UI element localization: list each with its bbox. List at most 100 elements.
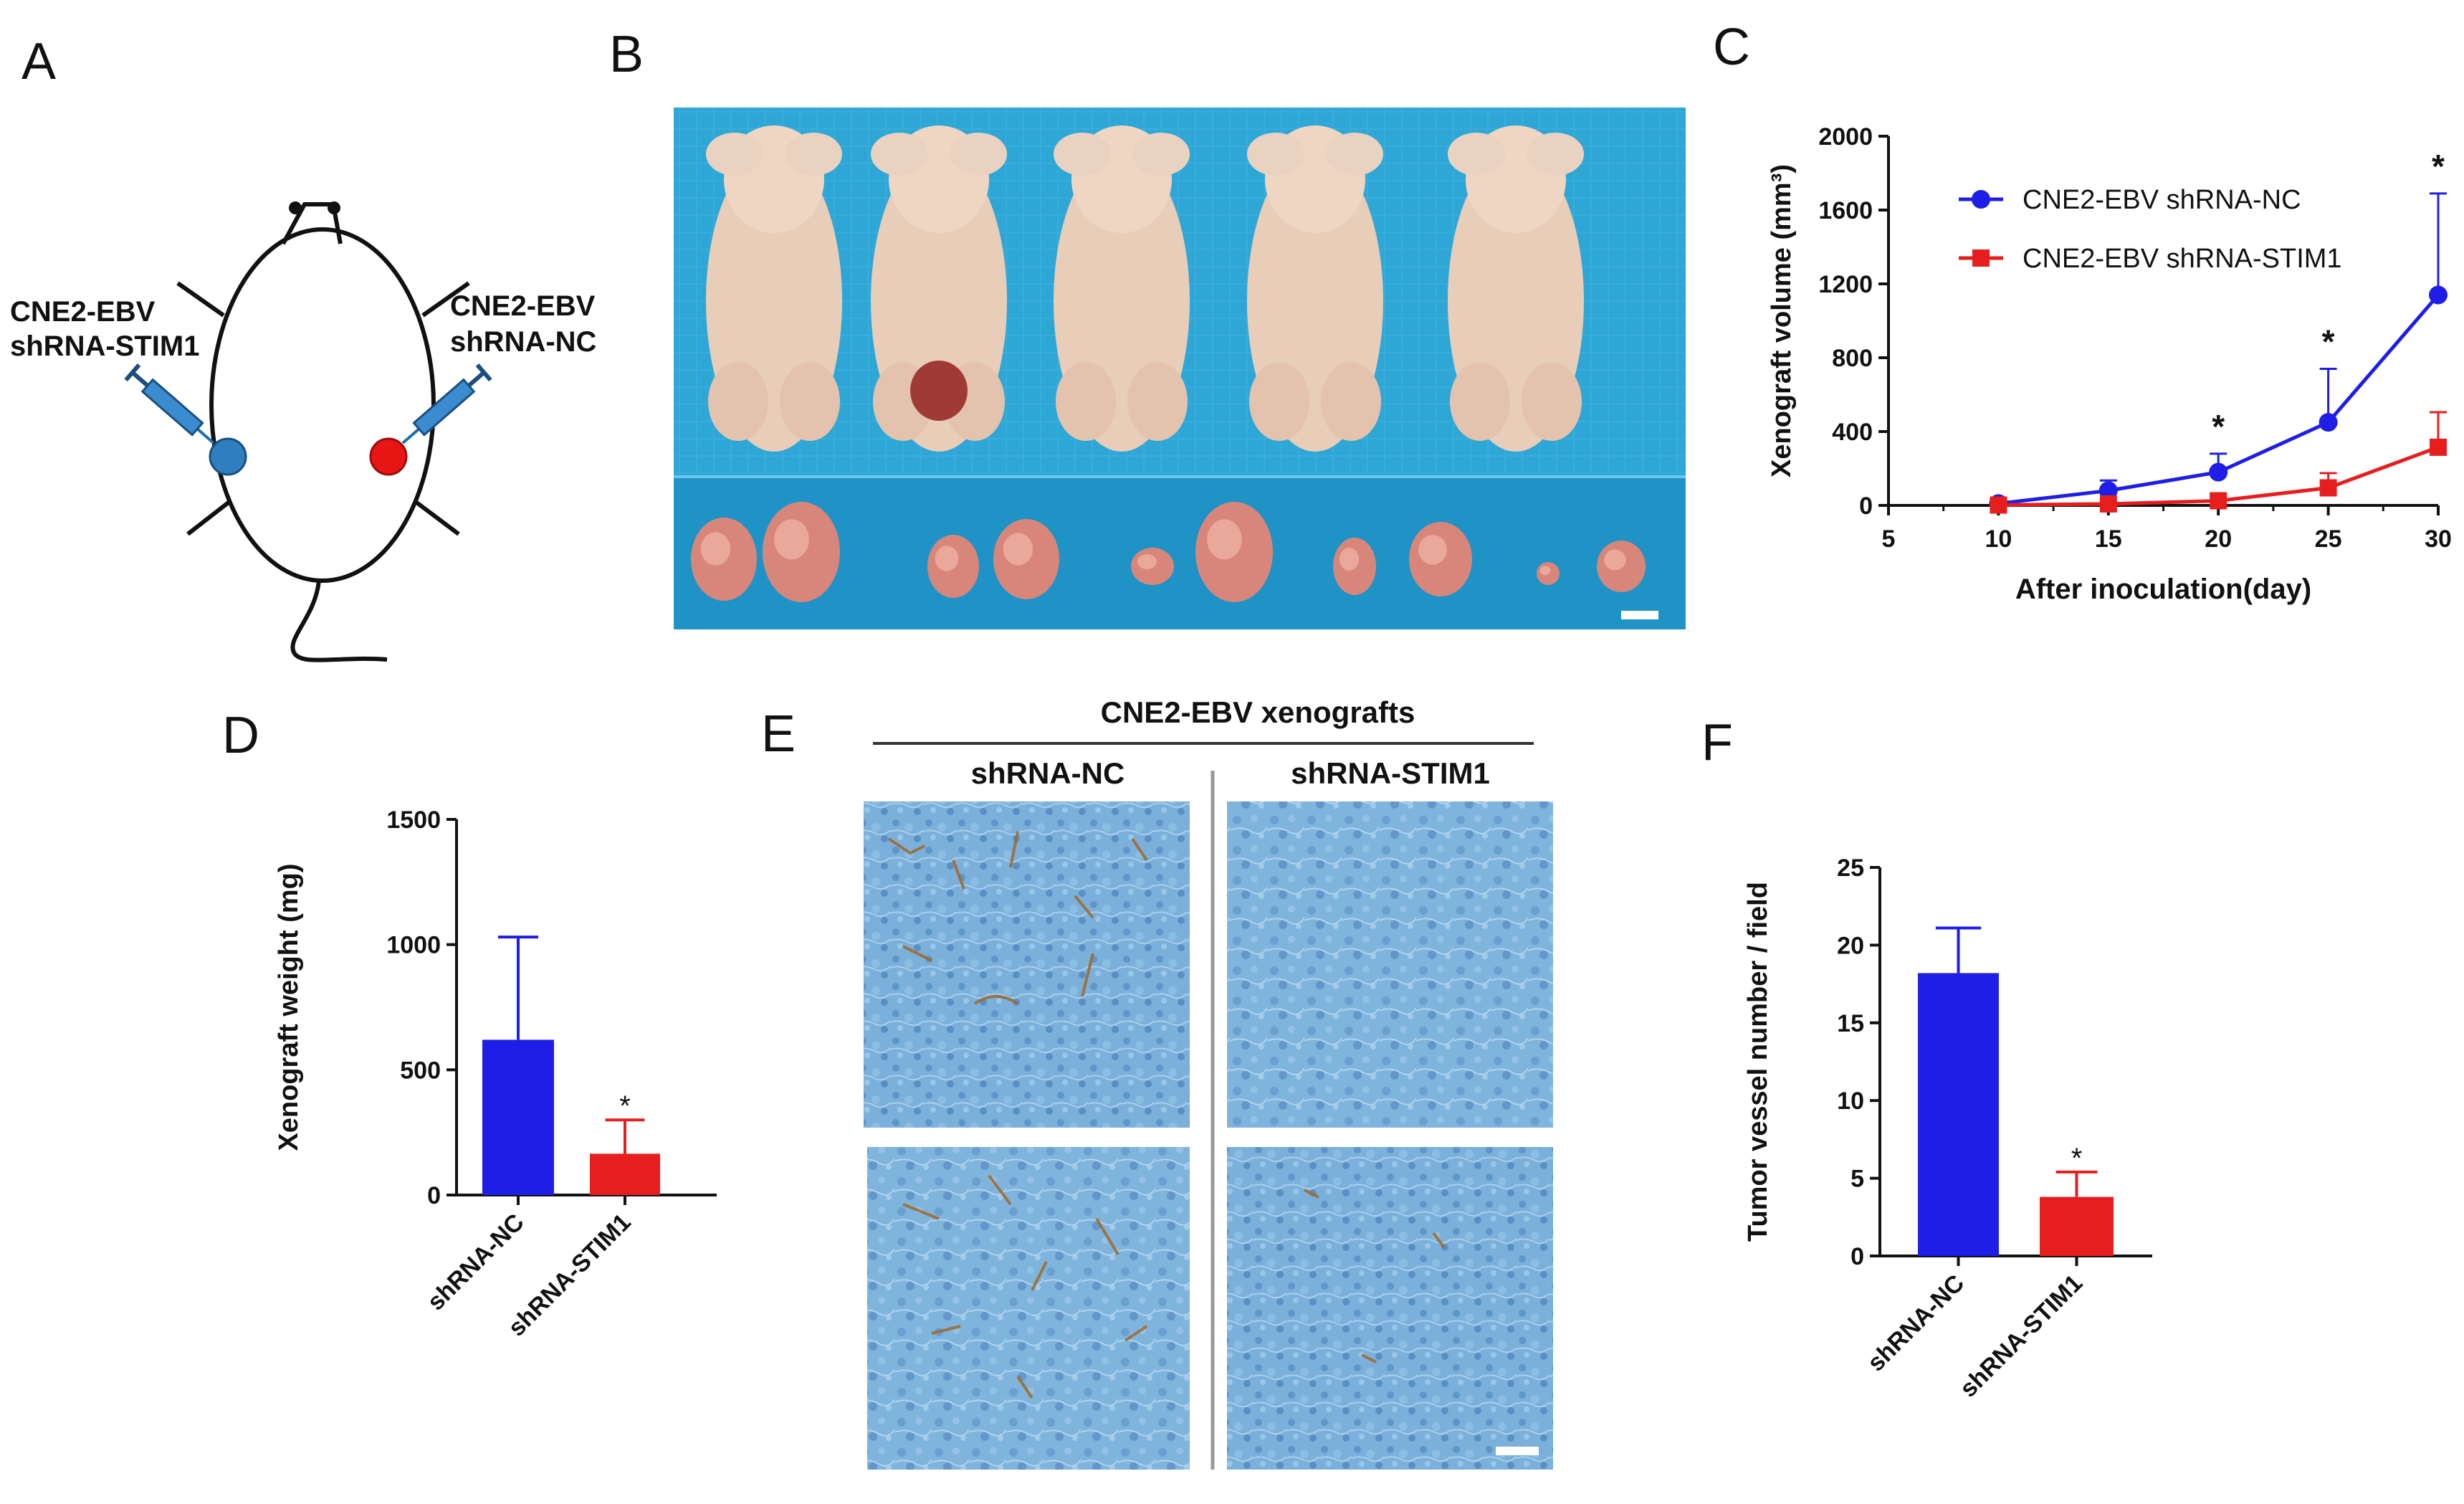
x-tick-label: 30: [2425, 525, 2452, 553]
y-tick-label: 10: [1837, 1087, 1864, 1115]
data-point: [2210, 492, 2227, 510]
tumor-10: [1597, 541, 1646, 592]
data-point: [2429, 285, 2448, 305]
x-tick-label: 10: [1985, 525, 2012, 553]
x-tick-label: shRNA-NC: [1862, 1270, 1969, 1377]
x-tick-label: 15: [2095, 525, 2122, 553]
x-tick-label: 25: [2315, 525, 2342, 553]
mouse-5: [1448, 125, 1584, 452]
y-tick-label: 1600: [1818, 197, 1873, 224]
data-point: [2430, 438, 2447, 456]
tumor-7: [1333, 538, 1376, 595]
mice-row: [706, 125, 1584, 452]
y-tick-label: 1500: [386, 806, 441, 834]
scale-bar: [1621, 611, 1658, 619]
y-tick-label: 800: [1832, 345, 1873, 372]
panel-d-label: D: [222, 707, 259, 764]
y-tick-label: 25: [1837, 855, 1864, 882]
y-axis-label: Tumor vessel number / field: [1743, 882, 1773, 1242]
tumor-row: [691, 502, 1646, 602]
x-tick-label: shRNA-STIM1: [1954, 1270, 2088, 1403]
x-axis-label: After inoculation(day): [2015, 573, 2311, 605]
vessel-bar-chart: 0 5 10 15 20 25 Tumor vessel number / field shR…: [1743, 855, 2152, 1403]
x-tick-label: shRNA-NC: [422, 1209, 530, 1316]
panel-a: A CNE2-EBV shRNA-STIM1 CNE2-EBV: [10, 33, 596, 662]
ihc-col1-header: shRNA-NC: [971, 756, 1125, 790]
y-tick-label: 0: [1859, 492, 1873, 520]
y-tick-label: 15: [1837, 1010, 1864, 1037]
significance-mark: *: [2071, 1143, 2083, 1174]
bar-shRNA-NC: [1918, 973, 1999, 1256]
significance-mark: *: [2212, 408, 2225, 445]
ihc-scale-bar: [1496, 1447, 1539, 1455]
left-injection-site-icon: [209, 437, 247, 476]
y-tick-label: 20: [1837, 932, 1864, 959]
panel-f: F 0 5 10 15 20 25 Tumor vessel number / field s…: [1701, 714, 2152, 1403]
y-tick-label: 2000: [1818, 123, 1873, 151]
x-tick-label: 5: [1882, 525, 1896, 553]
ihc-image-stim1-top: [1227, 801, 1553, 1128]
ihc-image-nc-bottom: [867, 1147, 1190, 1470]
ihc-title: CNE2-EBV xenografts: [1101, 695, 1415, 729]
right-group-line1: CNE2-EBV: [450, 290, 596, 322]
right-syringe-icon: [401, 363, 492, 444]
panel-e: E CNE2-EBV xenografts shRNA-NC shRNA-STI…: [761, 695, 1553, 1470]
mouse-ear-icon: [289, 201, 302, 214]
panel-d: D 0 500 1000 1500 Xenograft weight (mg) shRNA…: [222, 707, 717, 1342]
y-axis-label: Xenograft volume (mm³): [1767, 164, 1797, 477]
mouse-1: [706, 125, 842, 452]
mouse-ear-icon: [328, 201, 340, 214]
legend-label: CNE2-EBV shRNA-STIM1: [2023, 244, 2342, 274]
ihc-image-stim1-bottom: [1227, 1147, 1553, 1470]
significance-mark: *: [619, 1090, 631, 1122]
left-group-line2: shRNA-STIM1: [10, 330, 199, 362]
data-point: [2209, 462, 2228, 482]
y-tick-label: 0: [427, 1182, 441, 1209]
data-point: [2099, 495, 2117, 513]
data-point: [2098, 481, 2118, 500]
left-syringe-icon: [124, 363, 215, 444]
x-tick-label: 20: [2205, 525, 2232, 553]
bar-shRNA-STIM1: [2040, 1196, 2114, 1256]
tumor-1: [691, 518, 757, 601]
panel-c: C 0 400 800 1200 1600 2000 5 10 15 20 25 30 After in…: [1713, 19, 2452, 605]
y-tick-label: 400: [1832, 419, 1873, 446]
ihc-vessel-stains: [887, 831, 1446, 1399]
data-point: [2319, 479, 2337, 497]
legend-swatch-marker: [1972, 190, 1990, 209]
tumor-8: [1409, 522, 1472, 596]
legend-swatch-marker: [1972, 249, 1990, 267]
panel-e-label: E: [761, 705, 796, 763]
weight-bar-chart: 0 500 1000 1500 Xenograft weight (mg) shRNA-N…: [274, 806, 717, 1342]
tumor-4: [993, 519, 1059, 599]
mouse-4: [1247, 125, 1383, 452]
tumor-2: [763, 502, 840, 602]
right-injection-site-icon: [369, 437, 408, 476]
tumor-5: [1131, 548, 1174, 585]
left-group-line1: CNE2-EBV: [10, 296, 156, 328]
panel-c-label: C: [1713, 19, 1750, 76]
legend-label: CNE2-EBV shRNA-NC: [2023, 185, 2301, 215]
volume-line-chart: 0 400 800 1200 1600 2000 5 10 15 20 25 30 After inoc…: [1767, 123, 2452, 605]
panel-b-label: B: [609, 26, 644, 83]
y-tick-label: 1200: [1818, 271, 1873, 298]
significance-mark: *: [2322, 323, 2335, 360]
ihc-col2-header: shRNA-STIM1: [1291, 756, 1490, 790]
y-tick-label: 5: [1851, 1166, 1864, 1193]
tumor-9: [1537, 562, 1560, 585]
y-tick-label: 1000: [386, 932, 441, 959]
bar-shRNA-NC: [482, 1039, 554, 1195]
y-tick-label: 0: [1851, 1243, 1864, 1270]
bar-shRNA-STIM1: [590, 1153, 660, 1195]
data-point: [2319, 413, 2338, 432]
tumor-3: [927, 535, 979, 598]
tumor-6: [1195, 502, 1273, 602]
panel-f-label: F: [1701, 714, 1733, 771]
y-tick-label: 500: [400, 1057, 441, 1084]
ihc-image-nc-top: [864, 801, 1190, 1128]
significance-mark: *: [2432, 148, 2445, 185]
data-point: [1990, 496, 2007, 514]
mouse-2: [871, 125, 1007, 452]
right-group-line2: shRNA-NC: [450, 326, 596, 358]
